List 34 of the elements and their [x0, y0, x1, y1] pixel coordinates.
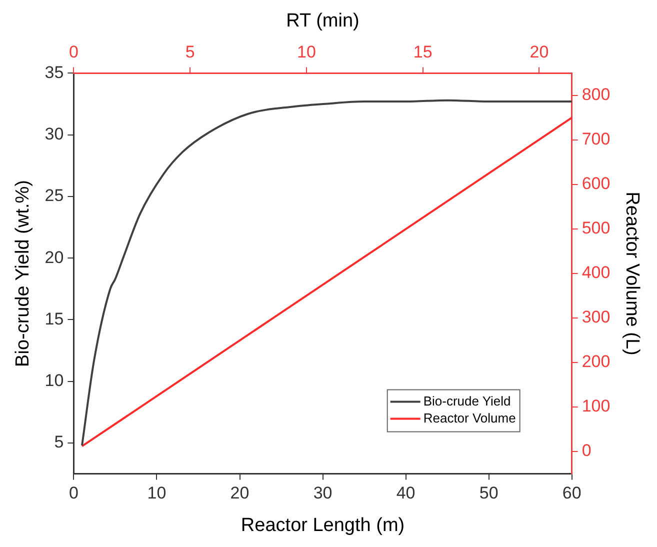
y-tick-label: 5	[54, 432, 64, 452]
y-tick-label: 25	[44, 186, 64, 206]
y2-tick-label: 200	[582, 352, 610, 372]
x2-tick-label: 15	[413, 42, 432, 62]
x2-tick-label: 10	[297, 42, 316, 62]
y2-tick-label: 600	[582, 174, 610, 194]
x-tick-label: 50	[479, 484, 498, 503]
x2-axis-title: RT (min)	[286, 10, 360, 32]
y-tick-label: 10	[44, 371, 64, 390]
y2-tick-label: 0	[582, 441, 592, 460]
x-tick-label: 60	[562, 484, 582, 503]
x-axis-title: Reactor Length (m)	[240, 514, 405, 536]
y2-axis-title: Reactor Volume (L)	[621, 192, 642, 356]
legend-label: Reactor Volume	[423, 410, 516, 426]
x2-tick-label: 20	[530, 42, 549, 62]
y2-tick-label: 100	[582, 396, 610, 416]
y-axis-title: Bio-crude Yield (wt.%)	[12, 180, 34, 367]
x-tick-label: 10	[147, 484, 166, 503]
legend-label: Bio-crude Yield	[423, 393, 511, 408]
x-tick-label: 0	[68, 484, 78, 503]
y-tick-label: 15	[44, 309, 64, 328]
y2-tick-label: 300	[582, 308, 610, 327]
x-tick-label: 20	[230, 484, 250, 503]
x2-tick-label: 0	[68, 42, 78, 62]
y2-tick-label: 400	[582, 263, 610, 282]
y-tick-label: 30	[44, 124, 64, 144]
y-tick-label: 20	[44, 248, 64, 267]
y-tick-label: 35	[44, 62, 64, 82]
x2-tick-label: 5	[185, 42, 195, 62]
y2-tick-label: 700	[582, 130, 610, 149]
x-tick-label: 30	[313, 484, 332, 503]
y2-tick-label: 800	[582, 85, 610, 104]
y2-tick-label: 500	[582, 218, 610, 238]
x-tick-label: 40	[396, 484, 416, 503]
